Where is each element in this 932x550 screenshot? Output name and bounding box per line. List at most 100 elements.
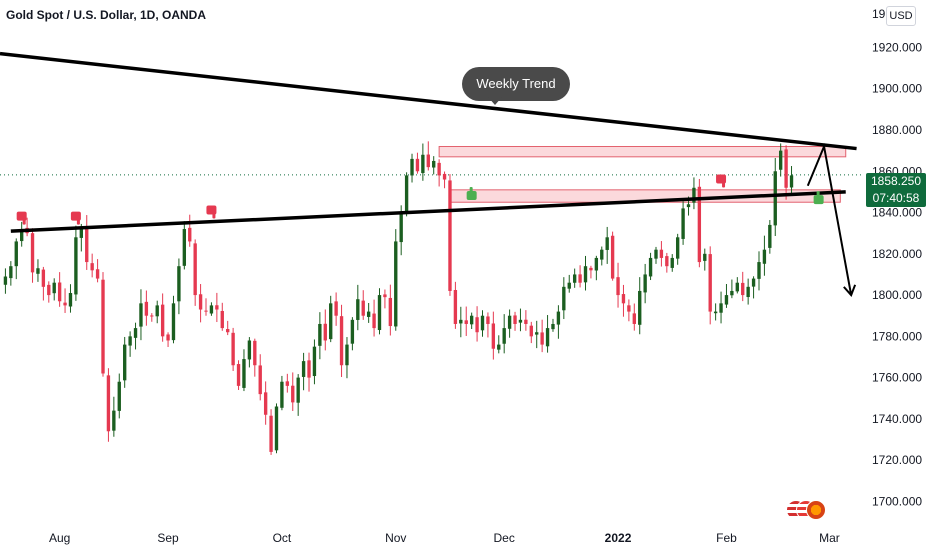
candle-body <box>540 332 544 345</box>
candle-body <box>453 289 458 324</box>
candle-body <box>366 311 371 317</box>
candle-body <box>307 360 311 378</box>
candle-body <box>643 274 647 293</box>
candle-body <box>171 303 176 341</box>
candle-body <box>567 282 571 289</box>
candle-body <box>719 303 723 313</box>
candle-body <box>30 233 35 273</box>
candle-body <box>198 294 203 310</box>
candle-body <box>681 208 685 239</box>
candle-body <box>372 313 376 329</box>
candle-body <box>404 175 409 213</box>
candle-body <box>415 158 420 172</box>
candle-body <box>399 212 403 243</box>
candle-body <box>20 229 24 242</box>
y-tick-label: 1780.000 <box>872 329 922 343</box>
candle-body <box>697 186 702 263</box>
candle-body <box>724 295 729 305</box>
candle-body <box>469 315 474 325</box>
event-flag-icon <box>806 500 826 520</box>
candle-body <box>182 229 187 266</box>
upper-resistance-zone <box>438 146 847 158</box>
y-tick-label: 1720.000 <box>872 453 922 467</box>
candle-body <box>79 226 84 238</box>
candle-body <box>74 237 78 295</box>
candle-body <box>296 377 300 403</box>
candle-body <box>556 311 561 325</box>
x-tick-label: Nov <box>385 531 406 545</box>
candle-body <box>475 317 479 333</box>
x-tick-label: Dec <box>494 531 515 545</box>
candle-body <box>572 274 577 283</box>
candle-body <box>128 336 132 346</box>
candle-body <box>269 415 273 452</box>
candle-body <box>236 364 241 386</box>
candle-body <box>323 323 327 341</box>
candle-body <box>215 305 219 310</box>
candle-body <box>778 150 783 170</box>
candle-body <box>361 300 365 316</box>
y-tick-label: 1840.000 <box>872 206 922 220</box>
candle-body <box>583 266 588 283</box>
candle-body <box>95 269 100 279</box>
thumbs-down-icon[interactable] <box>716 174 727 188</box>
candle-body <box>502 328 506 344</box>
candle-body <box>768 224 772 248</box>
thumbs-down-icon[interactable] <box>16 211 27 225</box>
candle-body <box>686 204 691 208</box>
candle-body <box>610 235 615 279</box>
candle-body <box>160 304 165 337</box>
candle-body <box>578 274 582 283</box>
candle-body <box>301 361 306 377</box>
candle-body <box>280 381 284 408</box>
candle-body <box>524 319 528 324</box>
y-tick-label: 1700.000 <box>872 494 922 508</box>
candle-body <box>692 187 696 203</box>
candle-body <box>377 295 382 331</box>
candle-body <box>773 171 777 226</box>
candle-body <box>155 305 159 317</box>
last-price-label: 1858.250 07:40:58 <box>866 173 926 207</box>
thumbs-up-icon[interactable] <box>466 187 477 201</box>
candle-body <box>339 316 344 366</box>
currency-selector-button[interactable]: USD <box>886 6 916 26</box>
candle-body <box>101 279 105 374</box>
candle-body <box>757 262 761 279</box>
candle-body <box>388 297 393 327</box>
candle-body <box>703 253 707 261</box>
candle-body <box>383 294 387 298</box>
x-tick-label: Aug <box>49 531 70 545</box>
thumbs-up-icon[interactable] <box>813 191 824 205</box>
candle-body <box>529 325 533 337</box>
candle-body <box>605 237 609 250</box>
thumbs-down-icon[interactable] <box>70 211 81 225</box>
candle-body <box>784 149 788 188</box>
weekly-trend-callout[interactable]: Weekly Trend <box>462 67 570 105</box>
candle-body <box>491 323 496 349</box>
candle-body <box>735 282 739 292</box>
candle-body <box>741 282 745 296</box>
candle-body <box>751 278 756 287</box>
x-tick-label: 2022 <box>605 531 632 545</box>
candle-body <box>670 257 674 268</box>
thumbs-down-icon[interactable] <box>206 205 217 219</box>
candle-body <box>497 344 501 350</box>
chart-title: Gold Spot / U.S. Dollar, 1D, OANDA <box>6 8 206 22</box>
candle-body <box>112 410 116 431</box>
y-tick-label: 1920.000 <box>872 40 922 54</box>
candle-body <box>459 319 463 324</box>
candle-body <box>730 290 734 296</box>
candle-body <box>535 332 539 335</box>
candle-body <box>247 340 252 360</box>
candle-body <box>258 365 262 395</box>
candle-body <box>329 303 333 340</box>
candle-body <box>9 266 13 279</box>
candle-body <box>551 323 555 330</box>
candle-body <box>253 340 257 366</box>
candle-body <box>85 228 89 263</box>
candle-body <box>762 249 767 264</box>
candle-body <box>713 311 718 314</box>
currency-flags-icon[interactable] <box>786 500 826 520</box>
